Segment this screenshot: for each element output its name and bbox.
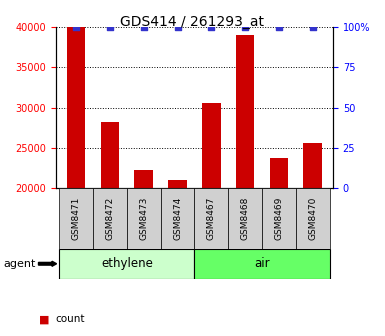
Point — [73, 24, 79, 30]
Bar — [100, 122, 119, 188]
Point — [208, 24, 214, 30]
Text: GDS414 / 261293_at: GDS414 / 261293_at — [121, 15, 264, 29]
Text: GSM8470: GSM8470 — [308, 197, 317, 240]
Point — [107, 24, 113, 30]
Point — [310, 24, 316, 30]
Text: ethylene: ethylene — [101, 257, 153, 270]
Bar — [236, 35, 254, 188]
Point — [242, 24, 248, 30]
Text: air: air — [254, 257, 270, 270]
Text: agent: agent — [4, 259, 36, 269]
Bar — [67, 27, 85, 188]
Point — [141, 24, 147, 30]
Bar — [134, 170, 153, 188]
Point — [174, 24, 181, 30]
Text: GSM8473: GSM8473 — [139, 197, 148, 240]
Bar — [228, 188, 262, 249]
Bar — [303, 143, 322, 188]
Text: GSM8469: GSM8469 — [275, 197, 283, 240]
Text: GSM8471: GSM8471 — [72, 197, 80, 240]
Bar — [127, 188, 161, 249]
Point — [276, 24, 282, 30]
Text: GSM8474: GSM8474 — [173, 197, 182, 240]
Bar — [168, 180, 187, 188]
Text: GSM8467: GSM8467 — [207, 197, 216, 240]
Bar — [194, 249, 330, 279]
Bar — [59, 188, 93, 249]
Text: ■: ■ — [38, 314, 49, 324]
Bar — [202, 103, 221, 188]
Bar — [93, 188, 127, 249]
Bar — [59, 249, 194, 279]
Text: GSM8468: GSM8468 — [241, 197, 249, 240]
Text: GSM8472: GSM8472 — [105, 197, 114, 240]
Bar — [194, 188, 228, 249]
Bar — [161, 188, 194, 249]
Bar — [296, 188, 330, 249]
Text: count: count — [56, 314, 85, 324]
Bar — [270, 158, 288, 188]
Bar — [262, 188, 296, 249]
